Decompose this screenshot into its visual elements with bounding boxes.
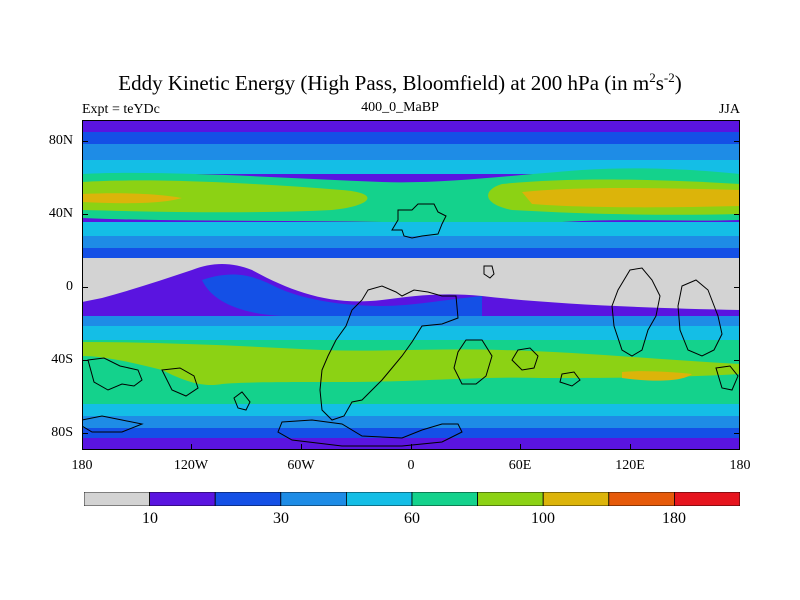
band-s-4	[82, 404, 740, 416]
band-n-polar	[82, 120, 740, 132]
time-period-label: 400_0_MaBP	[361, 100, 439, 115]
colorbar-swatch	[214, 492, 282, 506]
band-n-6	[82, 236, 740, 248]
experiment-label: Expt = teYDc	[82, 102, 160, 117]
lat-label-40s: 40S	[51, 352, 73, 367]
axis-ticks	[82, 141, 740, 450]
colorbar-swatch	[477, 492, 544, 506]
colorbar-swatch	[608, 492, 675, 506]
band-n-5	[82, 222, 740, 236]
plot-title: Eddy Kinetic Energy (High Pass, Bloomfie…	[118, 70, 682, 95]
colorbar-swatch	[280, 492, 347, 506]
eke-map	[82, 120, 740, 450]
colorbar-swatch	[674, 492, 740, 506]
colorbar-label-10: 10	[142, 510, 158, 527]
lat-label-80s: 80S	[51, 425, 73, 440]
colorbar-swatch	[411, 492, 478, 506]
tropical-dip-1	[202, 274, 482, 321]
colorbar-swatch	[542, 492, 610, 506]
colorbar	[84, 492, 740, 506]
atlantic-jet-peak	[82, 193, 182, 204]
band-s-5	[82, 416, 740, 428]
lon-label-120e: 120E	[615, 458, 645, 473]
colorbar-swatch	[84, 492, 150, 506]
lon-label-180e: 180	[729, 458, 751, 473]
tropical-low-eke	[82, 258, 740, 310]
lon-label-120w: 120W	[173, 458, 209, 473]
colorbar-label-60: 60	[404, 510, 420, 527]
colorbar-swatch	[345, 492, 413, 506]
colorbar-label-180: 180	[662, 510, 686, 527]
southern-jet-peak	[622, 371, 692, 381]
band-s-6	[82, 428, 740, 438]
band-n-2	[82, 144, 740, 160]
colorbar-label-30: 30	[273, 510, 289, 527]
lat-label-40n: 40N	[48, 206, 73, 221]
lon-label-0: 0	[407, 458, 415, 473]
coastlines	[82, 203, 739, 447]
pacific-jet-peak	[522, 188, 740, 208]
season-label: JJA	[718, 102, 740, 117]
colorbar-label-100: 100	[531, 510, 555, 527]
band-s-1	[82, 316, 740, 326]
atlantic-jet-high	[82, 180, 368, 213]
lon-label-60e: 60E	[508, 458, 532, 473]
lat-label-80n: 80N	[48, 133, 73, 148]
band-n-1	[82, 132, 740, 144]
lon-label-60w: 60W	[287, 458, 315, 473]
band-s-2	[82, 326, 740, 340]
colorbar-swatch	[149, 492, 216, 506]
band-n-7	[82, 248, 740, 260]
lon-label-180w: 180	[71, 458, 93, 473]
lat-label-0: 0	[66, 279, 73, 294]
